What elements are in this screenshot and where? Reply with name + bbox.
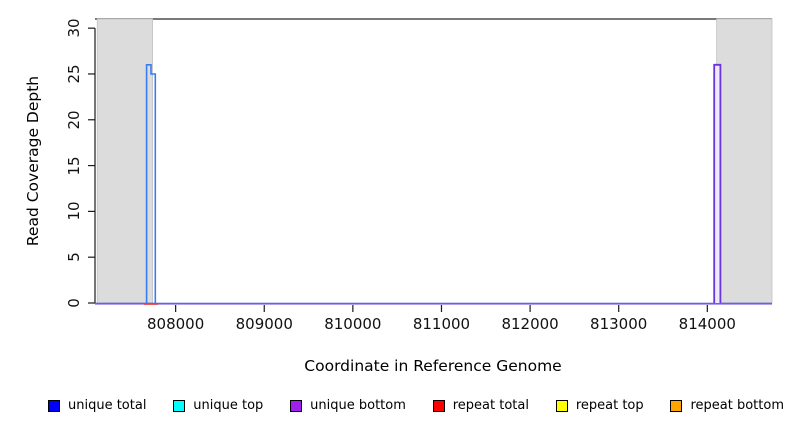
legend-swatch-icon (670, 399, 683, 412)
x-tick-label: 808000 (146, 315, 205, 333)
legend-label: unique top (193, 398, 264, 413)
legend-label: repeat top (575, 398, 644, 413)
masked-region-left (96, 18, 153, 304)
legend-label: unique total (68, 398, 147, 413)
masked-region-right (716, 18, 773, 304)
y-tick-label: 15 (65, 156, 83, 176)
legend-item-repeat-top: repeat top (555, 398, 644, 413)
y-tick-label: 0 (65, 298, 83, 308)
legend-label: repeat bottom (690, 398, 784, 413)
y-tick-label: 20 (65, 110, 83, 130)
y-tick-label: 25 (65, 64, 83, 84)
y-tick-label: 10 (65, 201, 83, 221)
legend-item-unique-bottom: unique bottom (290, 398, 406, 413)
legend-label: unique bottom (310, 398, 406, 413)
x-tick-label: 814000 (678, 315, 736, 333)
y-tick-label: 5 (65, 252, 83, 262)
legend-item-unique-top: unique top (173, 398, 263, 413)
legend-item-repeat-bottom: repeat bottom (670, 398, 784, 413)
legend-item-unique-total: unique total (48, 398, 146, 413)
x-tick-label: 809000 (235, 315, 293, 333)
x-axis-title: Coordinate in Reference Genome (304, 357, 562, 375)
legend-swatch-icon (48, 399, 60, 412)
legend-swatch-icon (555, 399, 568, 412)
legend-swatch-icon (290, 399, 303, 412)
x-tick-label: 812000 (501, 315, 559, 333)
x-tick-label: 810000 (324, 315, 382, 333)
left-spike (145, 64, 157, 303)
legend-label: repeat total (452, 398, 529, 413)
legend-swatch-icon (432, 399, 445, 412)
y-tick-label: 30 (65, 18, 83, 38)
legend: unique total unique top unique bottom repea… (48, 398, 784, 413)
x-tick-label: 813000 (590, 315, 648, 333)
x-tick-label: 811000 (412, 315, 471, 333)
y-axis-title: Read Coverage Depth (24, 75, 42, 247)
legend-item-repeat-total: repeat total (432, 398, 529, 413)
right-spike (713, 63, 722, 303)
legend-swatch-icon (173, 399, 186, 412)
